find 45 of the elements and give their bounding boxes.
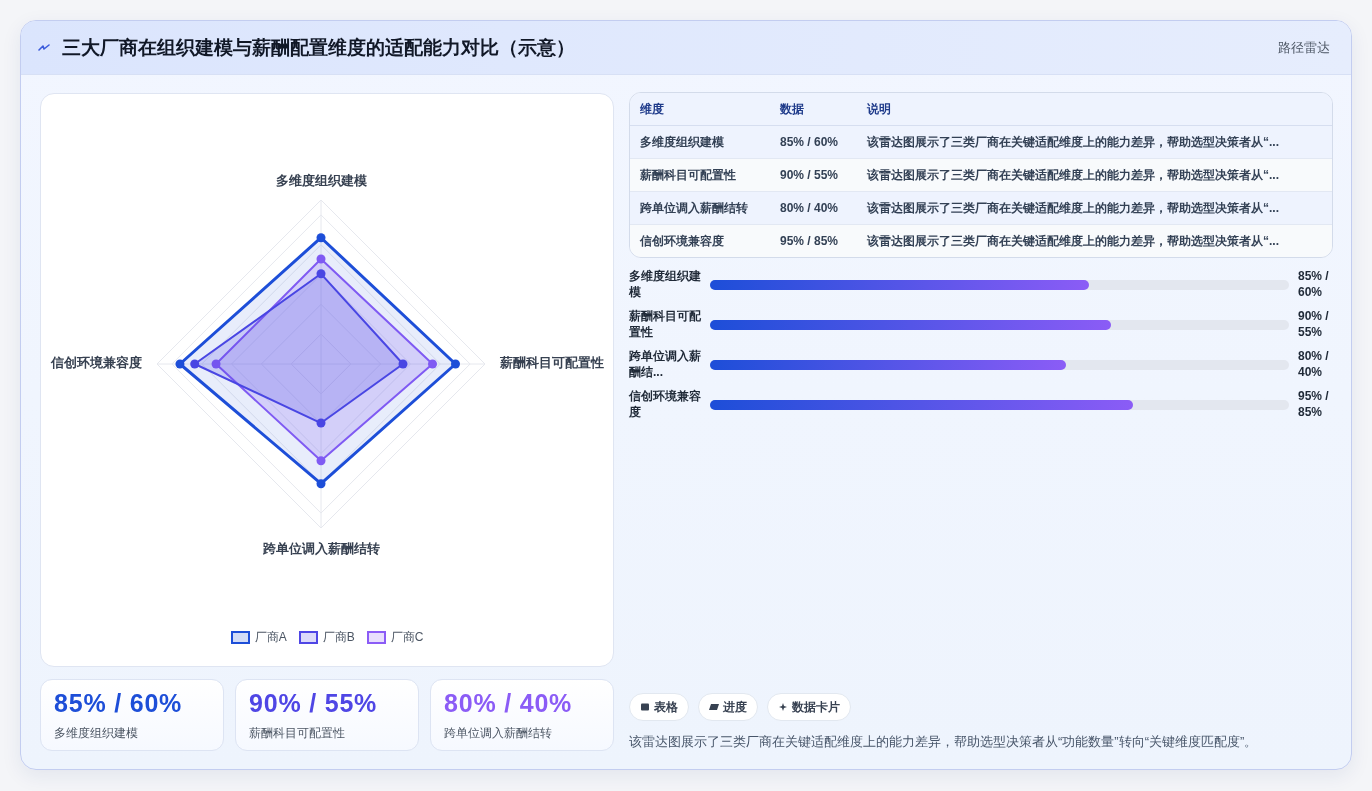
bar-label: 信创环境兼容度 (629, 388, 702, 420)
card-value: 90% / 55% (249, 689, 378, 718)
table-header: 维度 (640, 101, 664, 118)
table-cell-text: 95% / 85% (780, 233, 839, 250)
table-cell-text: 该雷达图展示了三类厂商在关键适配维度上的能力差异，帮助选型决策者从“... (867, 233, 1279, 250)
table-cell-text: 85% / 60% (780, 134, 839, 151)
legend-item: 厂商C (366, 629, 424, 646)
table-header: 说明 (867, 101, 891, 118)
chip: 进度 (698, 693, 758, 721)
caption: 该雷达图展示了三类厂商在关键适配维度上的能力差异，帮助选型决策者从“功能数量”转向“关键维度匹配度”。 (629, 733, 1258, 751)
bar-label: 多维度组织建模 (629, 268, 702, 300)
header-label: 路径雷达 (1278, 39, 1330, 57)
legend-item: 厂商B (298, 629, 355, 646)
table-cell-text: 多维度组织建模 (640, 134, 724, 151)
table-cell-text: 90% / 55% (780, 167, 839, 184)
bar-label: 薪酬科目可配置性 (629, 308, 702, 340)
legend-label: 厂商A (254, 629, 287, 646)
value-label: 80% / 40% (1298, 348, 1330, 380)
legend-label: 厂商C (390, 629, 424, 646)
card-value: 80% / 40% (444, 689, 573, 718)
value-label: 95% / 85% (1298, 388, 1330, 420)
card-label: 多维度组织建模 (54, 725, 138, 742)
card-value: 85% / 60% (54, 689, 183, 718)
table-cell-text: 薪酬科目可配置性 (640, 167, 736, 184)
table-header: 数据 (780, 101, 804, 118)
table-cell-text: 信创环境兼容度 (640, 233, 724, 250)
chip: 表格 (629, 693, 689, 721)
card-label: 薪酬科目可配置性 (249, 725, 345, 742)
chip: 数据卡片 (767, 693, 851, 721)
table-cell-text: 80% / 40% (780, 200, 839, 217)
card-label: 跨单位调入薪酬结转 (444, 725, 552, 742)
legend-item: 厂商A (230, 629, 287, 646)
title: 三大厂商在组织建模与薪酬配置维度的适配能力对比（示意） (62, 36, 575, 60)
spoke-label: 多维度组织建模 (275, 173, 367, 189)
table-cell-text: 跨单位调入薪酬结转 (640, 200, 748, 217)
spoke-label: 信创环境兼容度 (51, 355, 142, 371)
table-cell-text: 该雷达图展示了三类厂商在关键适配维度上的能力差异，帮助选型决策者从“... (867, 167, 1279, 184)
bar-label: 跨单位调入薪酬结... (629, 348, 702, 380)
spoke-label: 薪酬科目可配置性 (500, 355, 604, 371)
value-label: 85% / 60% (1298, 268, 1330, 300)
spoke-label: 跨单位调入薪酬结转 (262, 541, 380, 557)
table-cell-text: 该雷达图展示了三类厂商在关键适配维度上的能力差异，帮助选型决策者从“... (867, 200, 1279, 217)
value-label: 90% / 55% (1298, 308, 1330, 340)
table-cell-text: 该雷达图展示了三类厂商在关键适配维度上的能力差异，帮助选型决策者从“... (867, 134, 1279, 151)
legend-label: 厂商B (322, 629, 355, 646)
